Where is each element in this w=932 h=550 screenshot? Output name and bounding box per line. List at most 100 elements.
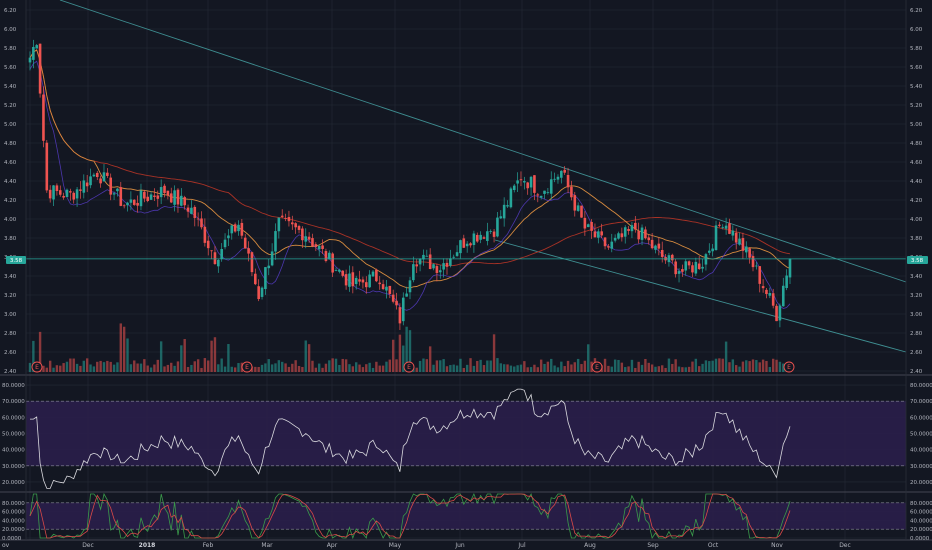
candle-body [186,207,190,212]
stochastic-pane[interactable] [26,492,906,540]
volume-bar [476,360,479,372]
candle-body [401,297,405,322]
price-axis-label: 5.20 [910,103,923,109]
volume-bar [294,360,297,372]
candle-body [613,237,617,241]
stochastic-axis-label: 40.0000 [910,518,932,524]
volume-bar [553,365,556,372]
volume-bar [173,365,176,372]
candle-body [119,187,123,206]
trendline-upper[interactable] [59,0,907,283]
volume-bar [671,363,674,372]
candle-body [92,174,96,177]
stochastic-axis-label: 0.0000 [2,536,22,542]
volume-bar [533,364,536,372]
volume-bar [307,344,311,372]
rsi-axis-label: 60.0000 [910,415,932,421]
volume-bar [698,366,701,372]
price-axis-label: 5.40 [910,84,923,90]
candle-body [378,282,382,285]
volume-bar [318,363,321,372]
candle-body [597,231,600,238]
earnings-marker[interactable] [591,361,603,373]
candle-body [607,246,610,248]
candle-body [169,193,173,203]
candle-body [539,195,543,198]
volume-bar [402,345,405,372]
rsi-axis-label: 80.0000 [910,383,932,389]
volume-bar [637,361,640,372]
volume-bar [408,330,412,372]
earnings-marker-label: E [35,364,39,371]
candle-body [213,252,217,265]
earnings-marker[interactable] [783,361,795,373]
earnings-marker[interactable] [31,361,43,373]
stochastic-indicator [26,492,906,540]
candle-body [388,285,392,294]
candle-body [586,224,590,228]
volume-bar [529,367,533,372]
candle-body [758,266,762,284]
candle-body [422,254,425,260]
volume-bar [489,360,492,372]
price-axis-left[interactable]: 6.20 6.00 5.80 5.60 5.40 5.20 5.00 4.80 4.60 4.40… [4,8,17,375]
earnings-marker[interactable] [403,361,415,373]
volume-bar [109,361,112,372]
candle-body [751,256,755,268]
price-axis-label: 3.20 [4,293,17,299]
price-axis-right[interactable]: 6.20 6.00 5.80 5.60 5.40 5.20 5.00 4.80 4.60 4.40… [910,8,923,375]
candle-body [126,202,129,206]
candle-body [593,231,597,238]
volume-bar [624,367,627,372]
volume-bar [566,360,570,372]
volume-bar [264,363,267,372]
volume-bar [627,366,630,372]
candle-body [79,189,82,191]
volume-bar [193,361,196,372]
volume-bar [106,360,109,372]
candle-body [714,225,718,251]
candle-body [677,271,681,274]
volume-bar [311,360,314,372]
earnings-marker-label: E [407,364,411,371]
time-axis[interactable]: ov Dec 2018 Feb Mar Apr May Jun Jul Aug Sep Oct Nov D… [2,542,851,549]
volume-bar [371,367,375,372]
price-axis-label: 2.40 [910,369,923,375]
volume-bar [657,366,661,372]
volume-bar [550,358,553,372]
candle-body [657,243,661,249]
candle-body [442,263,445,270]
candle-body [620,233,624,238]
rsi-axis[interactable]: 80.0000 80.0000 70.0000 70.0000 60.0000 60.00… [2,383,932,486]
price-axis-label: 2.60 [910,350,923,356]
candle-body [132,199,136,205]
candle-body [718,224,721,226]
volume-bar [509,365,513,372]
rsi-indicator [26,388,906,489]
price-axis-label: 5.60 [910,65,923,71]
price-axis-label: 4.40 [910,179,923,185]
candle-body [217,259,220,267]
time-axis-label: Apr [327,542,338,549]
volume-bar [462,367,466,372]
candle-body [321,245,324,249]
volume-bar [159,341,163,372]
candle-body [512,185,516,191]
earnings-marker[interactable] [241,361,253,373]
candle-body [603,237,607,247]
candle-body [549,179,553,194]
candle-body [671,254,674,261]
volume-bar [576,358,580,372]
candlesticks [28,39,792,330]
stochastic-axis[interactable]: 80.0000 80.0000 60.0000 60.0000 40.0000 40.00… [2,501,932,542]
volume-bar [213,337,217,372]
volume-bar [758,362,761,372]
candle-body [482,237,486,239]
volume-bar [583,360,587,372]
rsi-pane[interactable] [26,388,906,489]
candle-body [381,284,385,290]
